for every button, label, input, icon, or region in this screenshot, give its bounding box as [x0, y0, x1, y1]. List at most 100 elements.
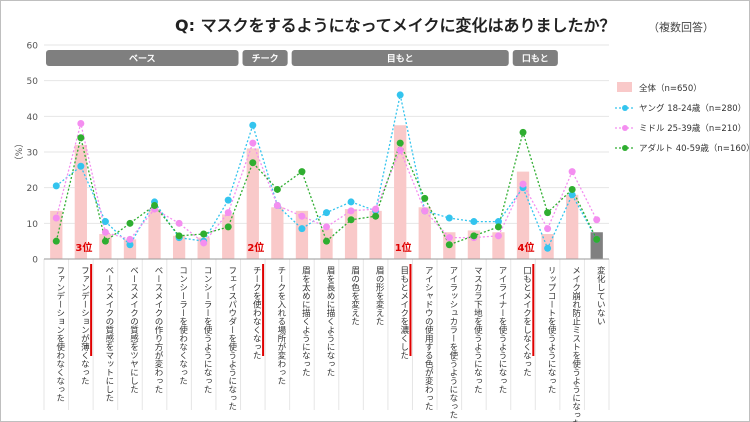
series-point — [568, 168, 576, 176]
x-tick-label: ファンデーションを使わなくなった — [55, 266, 65, 402]
series-point — [494, 223, 502, 231]
x-tick-label: 口もとメイクをしなくなった — [522, 266, 532, 377]
x-tick-label: 眉を太めに描くようになった — [300, 266, 310, 377]
series-point — [519, 128, 527, 136]
grid — [43, 44, 610, 410]
series-point — [200, 239, 208, 247]
series-point — [421, 207, 429, 215]
series-point — [298, 225, 306, 233]
series-point — [519, 180, 527, 188]
series-point — [52, 237, 60, 245]
series-point — [175, 232, 183, 240]
series-point — [593, 235, 601, 243]
series-point — [101, 237, 109, 245]
x-tick-label: ベースメイクの質感をツヤにした — [128, 266, 138, 394]
series-point — [494, 232, 502, 240]
series-line — [55, 123, 598, 244]
series-point — [544, 225, 552, 233]
legend-swatch-point — [622, 145, 628, 151]
series-point — [396, 146, 404, 154]
series-point — [544, 244, 552, 252]
series-point — [249, 159, 257, 167]
x-tick-label: マスカラ下地を使うようになった — [472, 266, 482, 394]
chart-title-note: （複数回答） — [648, 20, 714, 34]
rank-label: 1位 — [395, 241, 412, 254]
legend-label: アダルト 40-59歳（n=160） — [639, 143, 750, 154]
series-point — [544, 209, 552, 217]
series-point — [249, 121, 257, 129]
series-point — [200, 230, 208, 238]
series-point — [470, 232, 478, 240]
x-tick-label: リップコートを使うようになった — [546, 266, 556, 394]
x-tick-label: 目もとメイクを濃くした — [399, 266, 409, 360]
x-tick-label: アイライナーを使うようになった — [497, 266, 507, 394]
series-point — [347, 207, 355, 215]
bar — [295, 210, 309, 259]
group-header — [512, 50, 558, 66]
bar — [172, 235, 186, 259]
legend-label: ミドル 25-39歳（n=210） — [639, 123, 746, 134]
series-point — [568, 185, 576, 193]
category-group-headers: ベース チーク 目もと 口もと — [46, 50, 558, 66]
y-tick-label: 20 — [27, 184, 39, 194]
y-tick-label: 60 — [27, 42, 39, 52]
x-tick-label: 眉の色を変えた — [350, 266, 360, 326]
series-points — [52, 91, 601, 252]
legend-label: 全体（n=650） — [639, 83, 702, 94]
series-point — [273, 185, 281, 193]
legend-label: ヤング 18-24歳（n=280） — [639, 103, 746, 114]
x-tick-label: ベースメイクの作り方が変わった — [153, 266, 163, 394]
series-point — [347, 198, 355, 206]
bar — [74, 144, 87, 259]
x-tick-label: アイシャドウの使用する色が変わった — [423, 266, 433, 411]
series-point — [445, 234, 453, 242]
y-axis-label: （%） — [14, 139, 25, 166]
series-point — [372, 205, 380, 213]
axes: 0 10 20 30 40 50 60 （%） — [14, 42, 609, 266]
bar — [148, 209, 161, 259]
bar — [50, 210, 63, 259]
series-point — [52, 214, 60, 222]
x-tick-label: コンシーラーを使うようになった — [202, 266, 212, 394]
series-point — [323, 209, 330, 217]
x-tick-label: チークを入れる場所が変わった — [276, 266, 286, 385]
group-header-label: チーク — [252, 54, 279, 65]
x-tick-label: 変化していない — [595, 265, 605, 325]
series-point — [470, 218, 478, 226]
group-header-label: 目もと — [387, 54, 414, 65]
series-point — [175, 219, 183, 227]
series-point — [593, 216, 601, 224]
chart-title: Q: マスクをするようになってメイクに変化はありましたか？ — [175, 16, 615, 35]
category-labels: ファンデーションを使わなくなった ファンデーションが薄くなった ベースメイクの質感を… — [55, 265, 606, 422]
y-tick-label: 40 — [27, 113, 39, 123]
x-tick-label: 眉を長めに描くようになった — [325, 266, 335, 377]
y-tick-label: 50 — [27, 77, 39, 87]
series-point — [52, 182, 60, 190]
bar — [418, 207, 431, 259]
x-tick-label: アイラッシュカラーを使うようになった — [448, 266, 458, 419]
rank-label: 4位 — [518, 241, 535, 254]
series-point — [249, 139, 257, 147]
series-point — [396, 91, 404, 99]
x-tick-label: メイク崩れ防止ミストを使うようになった — [571, 266, 581, 422]
group-header — [291, 50, 509, 66]
legend-swatch-point — [622, 105, 628, 111]
rank-label: 3位 — [75, 241, 92, 254]
bar — [222, 214, 235, 259]
series-point — [126, 235, 134, 243]
y-tick-label: 0 — [32, 256, 38, 266]
group-header — [242, 50, 288, 66]
rank-annotations: 3位 2位 1位 4位 — [75, 241, 535, 356]
bar — [369, 210, 382, 259]
bar — [271, 207, 284, 259]
series-point — [77, 119, 85, 127]
bar — [492, 232, 505, 259]
y-tick-label: 10 — [27, 220, 39, 230]
series-point — [323, 237, 330, 245]
series-line — [55, 130, 598, 246]
series-point — [323, 223, 330, 231]
group-header — [46, 50, 239, 66]
series-point — [224, 209, 232, 217]
series-point — [77, 162, 85, 170]
